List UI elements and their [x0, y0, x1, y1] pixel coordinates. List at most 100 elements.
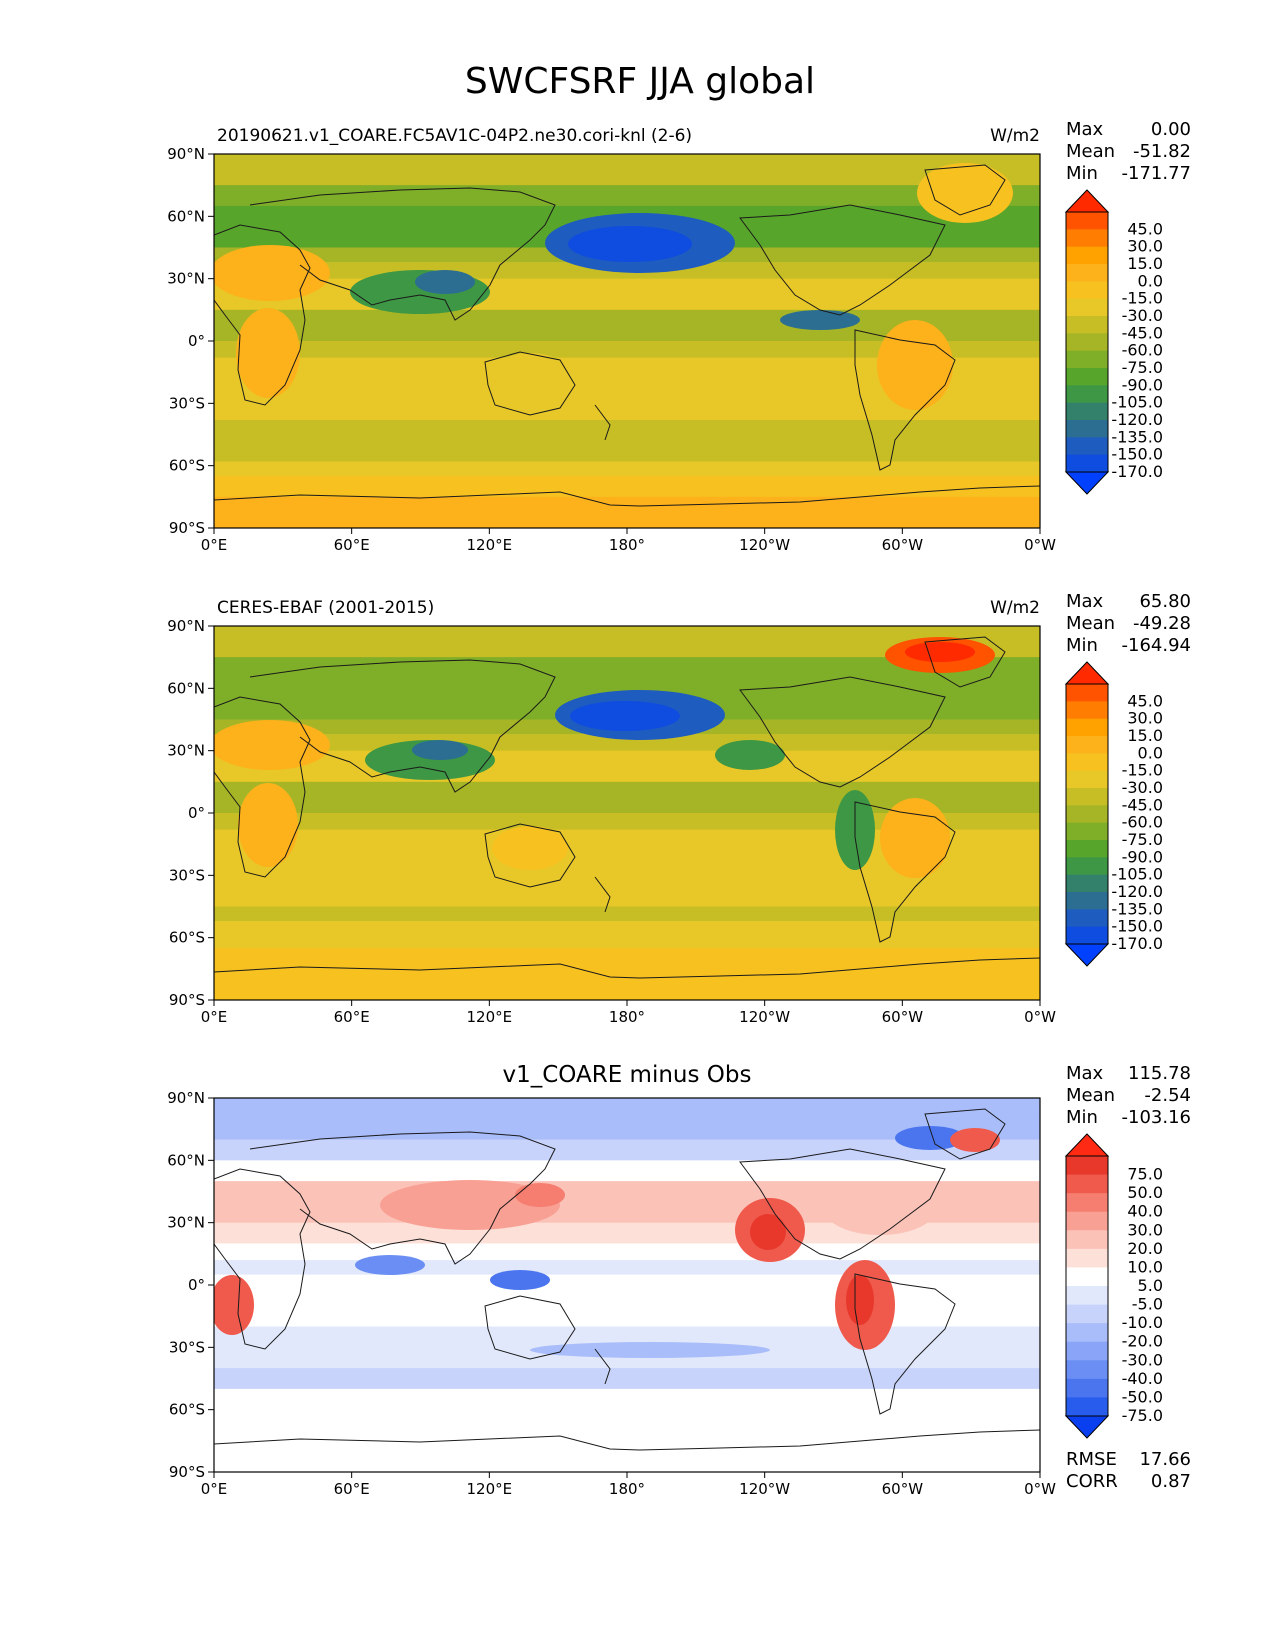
- x-tick-label: 60°W: [882, 1008, 924, 1026]
- california-positive-bias-core: [750, 1214, 786, 1250]
- zonal-band: [214, 829, 1040, 845]
- x-tick-label: 60°E: [334, 1008, 370, 1026]
- zonal-band: [214, 767, 1040, 783]
- colorbar-segment: [1066, 368, 1108, 386]
- us-positive-bias: [825, 1185, 935, 1235]
- colorbar-segment: [1066, 420, 1108, 438]
- zonal-band: [214, 1243, 1040, 1261]
- panel-units: W/m2: [990, 126, 1040, 146]
- colorbar-segment: [1066, 770, 1108, 789]
- x-tick-label: 60°W: [882, 1480, 924, 1498]
- map-field: [214, 1098, 1040, 1472]
- stat-label-min: Min: [1066, 163, 1098, 184]
- y-tick-label: 60°N: [167, 207, 205, 225]
- figure-title: SWCFSRF JJA global: [465, 61, 815, 102]
- colorbar-segment: [1066, 1211, 1108, 1231]
- stat-value-min: -164.94: [1122, 635, 1191, 656]
- colorbar-tick-label: 15.0: [1127, 726, 1163, 745]
- colorbar-segment: [1066, 1360, 1108, 1380]
- zonal-band: [214, 1368, 1040, 1390]
- x-tick-label: 0°E: [201, 1480, 228, 1498]
- zonal-band: [214, 844, 1040, 860]
- colorbar-tick-label: -75.0: [1122, 358, 1163, 377]
- colorbar-segment: [1066, 264, 1108, 282]
- colorbar-segment: [1066, 402, 1108, 421]
- x-tick-label: 0°E: [201, 1008, 228, 1026]
- stat-label-max: Max: [1066, 119, 1104, 140]
- colorbar: 45.030.015.00.0-15.0-30.0-45.0-60.0-75.0…: [1064, 189, 1163, 495]
- panel-reference: CERES-EBAF (2001-2015) W/m2 Max 65.80 Me…: [167, 591, 1191, 1026]
- colorbar-tick-label: -135.0: [1111, 899, 1163, 918]
- zonal-bands: [214, 1098, 1040, 1472]
- stat-value-mean: -51.82: [1133, 141, 1191, 162]
- zonal-band: [214, 1274, 1040, 1286]
- greenland-negative-bias: [895, 1126, 965, 1150]
- colorbar-segment: [1066, 1323, 1108, 1343]
- colorbar-tick-label: -75.0: [1122, 830, 1163, 849]
- colorbar-segment: [1066, 840, 1108, 858]
- colorbar-tick-label: -5.0: [1132, 1295, 1163, 1314]
- colorbar-tick-label: -45.0: [1122, 795, 1163, 814]
- colorbar-segment: [1066, 909, 1108, 928]
- colorbar-segment: [1066, 316, 1108, 334]
- panel-test: 20190621.v1_COARE.FC5AV1C-04P2.ne30.cori…: [167, 119, 1191, 554]
- zonal-band: [214, 1160, 1040, 1182]
- zonal-band: [214, 1118, 1040, 1141]
- stat-value-min: -171.77: [1122, 163, 1191, 184]
- tibet-region: [412, 740, 468, 760]
- colorbar-segment: [1066, 1378, 1108, 1398]
- stat-value-min: -103.16: [1122, 1107, 1191, 1128]
- zonal-band: [214, 1098, 1040, 1120]
- panel-title: 20190621.v1_COARE.FC5AV1C-04P2.ne30.cori…: [217, 126, 692, 146]
- south-america-field: [877, 320, 953, 410]
- maritime-continent-negative-bias: [490, 1270, 550, 1290]
- zonal-band: [214, 1409, 1040, 1442]
- stat-label-max: Max: [1066, 591, 1104, 612]
- colorbar-tick-label: 30.0: [1127, 709, 1163, 728]
- y-tick-label: 90°S: [169, 519, 205, 537]
- greenland-field-core: [905, 642, 975, 662]
- colorbar: 75.050.040.030.020.010.05.0-5.0-10.0-20.…: [1064, 1133, 1163, 1439]
- colorbar-segment: [1066, 892, 1108, 910]
- x-tick-label: 60°E: [334, 1480, 370, 1498]
- zonal-band: [214, 1388, 1040, 1411]
- colorbar-segment: [1066, 1341, 1108, 1361]
- y-tick-label: 60°N: [167, 1151, 205, 1169]
- sahara-field: [214, 720, 330, 770]
- colorbar-tick-label: -15.0: [1122, 289, 1163, 308]
- colorbar-tick-label: -120.0: [1111, 410, 1163, 429]
- y-tick-label: 0°: [188, 804, 205, 822]
- map-field: [214, 626, 1040, 1000]
- colorbar-segment: [1066, 788, 1108, 806]
- stat-value-max: 0.00: [1151, 119, 1191, 140]
- axes: 0°E 60°E 120°E 180° 120°W 60°W 0°W 90°N 60°N 30°N…: [167, 1089, 1056, 1498]
- stat-value-mean: -49.28: [1133, 613, 1191, 634]
- colorbar-tick-label: -10.0: [1122, 1313, 1163, 1332]
- x-tick-label: 180°: [609, 536, 645, 554]
- colorbar-frame: [1065, 683, 1109, 945]
- colorbar-frame: [1065, 1155, 1109, 1417]
- south-africa-field: [238, 783, 298, 867]
- x-tick-label: 120°W: [739, 1008, 790, 1026]
- y-tick-label: 60°S: [169, 1401, 205, 1419]
- stat-label-min: Min: [1066, 1107, 1098, 1128]
- colorbar-segment: [1066, 1248, 1108, 1268]
- colorbar-lower-extend-triangle: [1064, 1415, 1110, 1439]
- colorbar-tick-label: -105.0: [1111, 865, 1163, 884]
- colorbar-tick-label: -150.0: [1111, 917, 1163, 936]
- colorbar-tick-label: -170.0: [1111, 934, 1163, 953]
- colorbar-tick-label: 45.0: [1127, 219, 1163, 238]
- colorbar-tick-label: -45.0: [1122, 323, 1163, 342]
- colorbar-segment: [1066, 805, 1108, 824]
- y-tick-label: 60°S: [169, 929, 205, 947]
- east-pacific-stratus: [715, 740, 785, 770]
- x-tick-label: 0°W: [1024, 536, 1056, 554]
- indian-ocean-negative-bias: [355, 1255, 425, 1275]
- colorbar-tick-label: -105.0: [1111, 393, 1163, 412]
- colorbar-tick-label: -90.0: [1122, 375, 1163, 394]
- x-tick-label: 0°E: [201, 536, 228, 554]
- colorbar-segment: [1066, 333, 1108, 352]
- stat-label-mean: Mean: [1066, 613, 1115, 634]
- colorbar-tick-label: -50.0: [1122, 1387, 1163, 1406]
